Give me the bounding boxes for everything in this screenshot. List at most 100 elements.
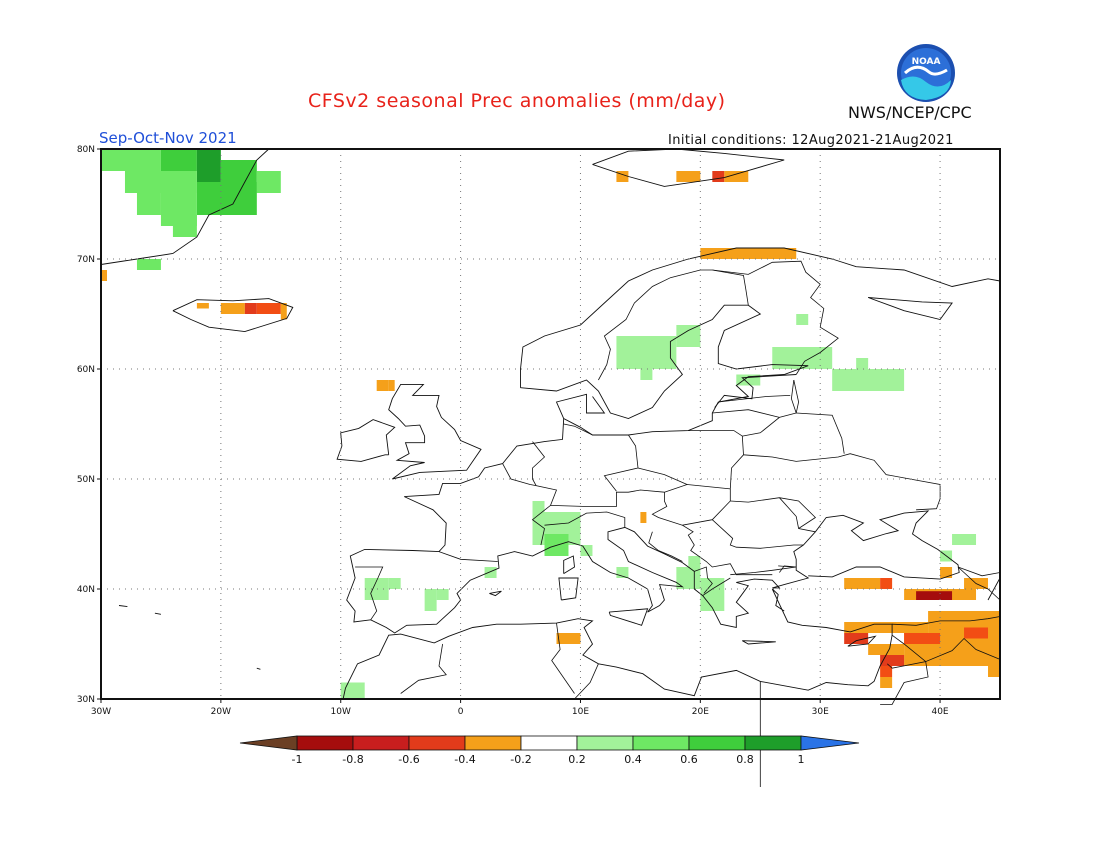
- coastline: [256, 667, 261, 670]
- country-border: [694, 566, 713, 594]
- map-frame: [100, 148, 1001, 700]
- colorbar-label: 0.8: [736, 753, 754, 766]
- anomaly-cell: [880, 655, 905, 666]
- lon-tick-label: 30E: [812, 707, 829, 717]
- season-label: Sep-Oct-Nov 2021: [99, 129, 237, 147]
- country-border: [400, 643, 447, 694]
- coastline: [154, 612, 161, 615]
- coastline: [346, 418, 960, 634]
- country-border: [682, 524, 773, 576]
- anomaly-cell: [700, 578, 725, 611]
- colorbar-swatch: [464, 735, 522, 751]
- colorbar-swatch: [688, 735, 746, 751]
- coastline: [520, 247, 1001, 388]
- lon-tick-label: 30W: [91, 707, 111, 717]
- anomaly-cell: [101, 270, 107, 281]
- anomaly-cell: [988, 666, 1000, 677]
- anomaly-cell: [424, 589, 437, 611]
- anomaly-cell: [196, 182, 257, 215]
- colorbar-swatch: [296, 735, 354, 751]
- anomaly-cell: [916, 591, 953, 600]
- coastline: [714, 374, 797, 408]
- organization-label: NWS/NCEP/CPC: [848, 103, 972, 122]
- country-border: [730, 497, 817, 529]
- country-border: [574, 663, 599, 700]
- colorbar-swatch: [408, 735, 466, 751]
- anomaly-cell: [136, 259, 161, 270]
- country-border: [743, 453, 941, 511]
- lon-tick-label: 20W: [211, 707, 231, 717]
- lon-tick-label: 10W: [331, 707, 351, 717]
- colorbar-swatch: [632, 735, 690, 751]
- colorbar-low-arrow: [239, 735, 298, 751]
- noaa-logo-text: NOAA: [912, 57, 941, 67]
- lat-tick-label: 70N: [77, 255, 95, 265]
- anomaly-cell: [844, 633, 869, 644]
- anomaly-cell: [880, 677, 893, 688]
- colorbar-swatch: [744, 735, 802, 751]
- colorbar-swatch: [576, 735, 634, 751]
- anomaly-cell: [616, 171, 629, 182]
- lat-tick-label: 50N: [77, 475, 95, 485]
- lat-lon-grid: [101, 149, 1000, 699]
- anomaly-cell: [736, 374, 761, 386]
- country-border: [502, 463, 537, 486]
- anomaly-cell: [832, 369, 905, 391]
- anomaly-cell: [676, 171, 701, 182]
- colorbar: -1 -0.8 -0.6 -0.4 -0.2 0.2 0.4 0.6 0.8 1: [239, 735, 860, 766]
- lat-tick-label: 60N: [77, 365, 95, 375]
- anomaly-cell: [676, 325, 701, 347]
- anomaly-cell: [196, 149, 221, 182]
- coastline: [388, 383, 482, 480]
- anomaly-cell: [964, 627, 989, 639]
- country-border: [637, 467, 688, 485]
- country-border: [742, 379, 797, 437]
- anomaly-cell: [856, 358, 869, 369]
- lon-tick-label: 10E: [572, 707, 589, 717]
- coastline: [608, 608, 649, 626]
- country-border: [603, 434, 639, 492]
- country-border: [651, 488, 731, 526]
- anomaly-cells: [101, 149, 1000, 699]
- coastline: [118, 605, 128, 608]
- country-border: [355, 566, 384, 621]
- country-border: [796, 412, 845, 454]
- initial-conditions-label: Initial conditions: 12Aug2021-21Aug2021: [668, 133, 954, 148]
- coastline: [520, 304, 809, 436]
- country-border: [892, 616, 1001, 626]
- coastline: [342, 588, 893, 700]
- anomaly-cell: [868, 644, 905, 655]
- colorbar-high-arrow: [800, 735, 860, 751]
- colorbar-label: 0.6: [680, 753, 698, 766]
- country-border: [563, 423, 593, 436]
- coastline: [489, 590, 502, 597]
- country-border: [531, 441, 558, 546]
- country-border: [712, 260, 839, 375]
- anomaly-cell: [904, 633, 941, 644]
- colorbar-label: -0.2: [510, 753, 531, 766]
- anomaly-cell: [256, 171, 281, 193]
- lat-tick-label: 30N: [77, 695, 95, 705]
- colorbar-label: -1: [292, 753, 303, 766]
- country-border: [957, 566, 1001, 577]
- colorbar-label: 1: [798, 753, 805, 766]
- colorbar-label: -0.4: [454, 753, 475, 766]
- colorbar-swatch: [352, 735, 410, 751]
- coastlines-and-borders: [100, 148, 1001, 787]
- anomaly-cell: [160, 149, 197, 171]
- coastline: [847, 635, 877, 647]
- country-border: [648, 531, 683, 562]
- coastline: [563, 555, 575, 574]
- anomaly-cell: [136, 193, 161, 215]
- anomaly-cell: [844, 578, 881, 589]
- anomaly-cell: [388, 380, 395, 391]
- colorbar-swatch: [520, 735, 578, 751]
- anomaly-cell: [340, 682, 365, 699]
- country-border: [712, 269, 749, 306]
- country-border: [551, 623, 575, 694]
- anomaly-cell: [532, 501, 545, 512]
- anomaly-cell: [244, 303, 257, 314]
- country-border: [688, 430, 744, 489]
- country-border: [793, 379, 800, 414]
